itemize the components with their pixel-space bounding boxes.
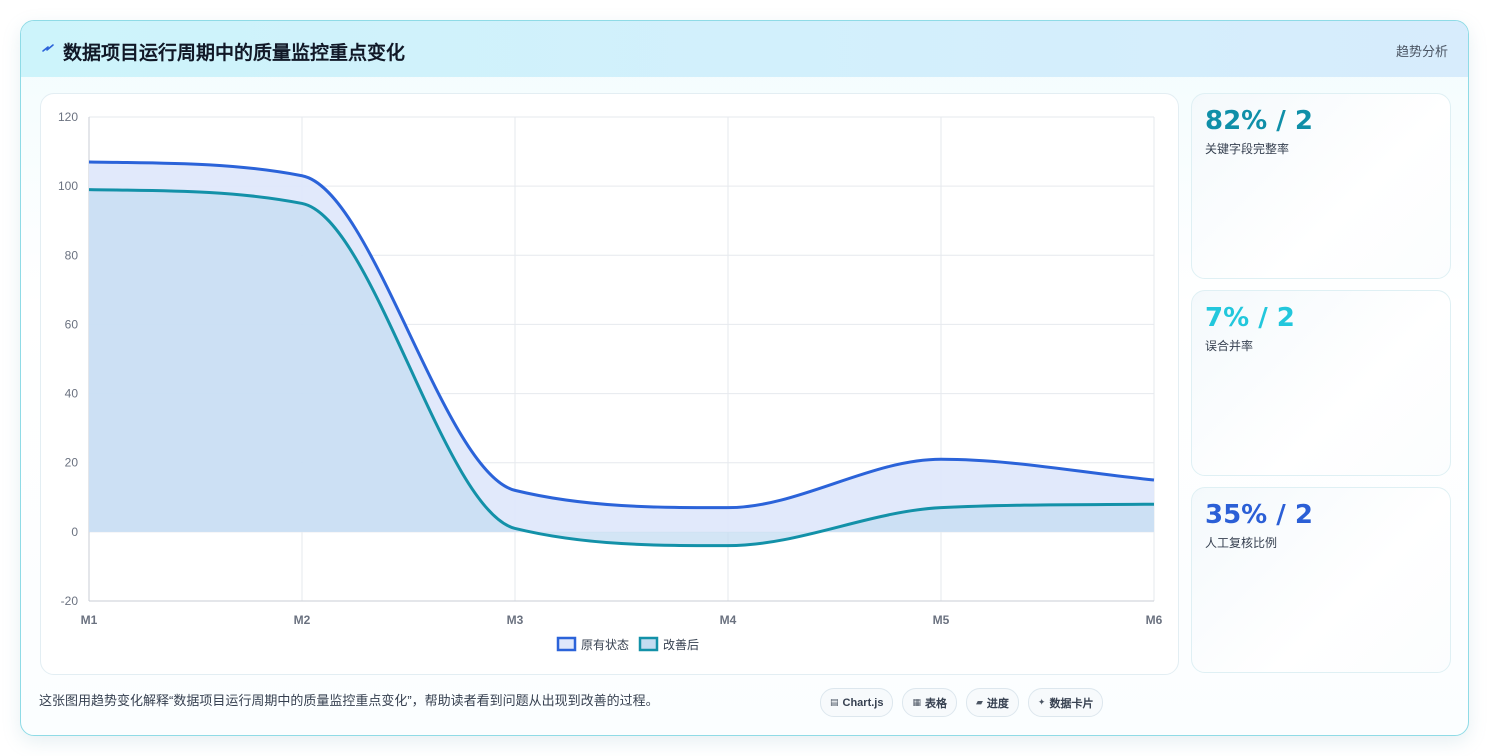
- legend-swatch: [638, 636, 659, 652]
- x-tick-label: M1: [81, 613, 98, 627]
- pill-data-card[interactable]: ✦ 数据卡片: [1027, 688, 1104, 717]
- legend-label: 改善后: [663, 637, 699, 652]
- series-area-2: [89, 189, 1154, 546]
- legend-swatch: [556, 636, 577, 652]
- y-tick-label: 120: [58, 110, 78, 124]
- x-tick-label: M6: [1146, 613, 1163, 627]
- x-tick-label: M2: [294, 613, 311, 627]
- area-chart: -20 0 20 40 60 80 100 120 M1 M2 M3 M4 M5 M6 原有状态 改善后: [58, 110, 1163, 652]
- stat-label: 关键字段完整率: [1205, 142, 1290, 156]
- page-title: 数据项目运行周期中的质量监控重点变化: [63, 43, 406, 64]
- series-line-1: [88, 160, 1155, 510]
- y-tick-label: 80: [65, 248, 79, 262]
- y-tick-label: 20: [65, 456, 79, 470]
- chart-panel: -20 0 20 40 60 80 100 120 M1 M2 M3 M4 M5 M6 原有状态 改善后: [40, 93, 1179, 675]
- y-tick-label: 0: [71, 525, 78, 539]
- pill-chartjs[interactable]: ▤ Chart.js: [820, 688, 894, 717]
- dashboard-card: 数据项目运行周期中的质量监控重点变化 趋势分析 -20 0 20 40 60 80 100 1…: [20, 20, 1469, 736]
- y-tick-label: 60: [65, 317, 79, 331]
- stat-label: 人工复核比例: [1205, 536, 1278, 550]
- sparkle-icon: ✦: [1037, 697, 1046, 707]
- pill-label: 表格: [925, 697, 947, 710]
- stat-value: 35% / 2: [1205, 500, 1313, 530]
- chart-caption: 这张图用趋势变化解释“数据项目运行周期中的质量监控重点变化”，帮助读者看到问题从…: [39, 693, 659, 708]
- x-tick-label: M3: [507, 613, 524, 627]
- pill-label: 数据卡片: [1049, 697, 1094, 710]
- header-tag: 趋势分析: [1395, 44, 1448, 59]
- y-tick-label: 100: [58, 179, 78, 193]
- stat-value: 82% / 2: [1205, 106, 1313, 136]
- pill-progress[interactable]: ▰ 进度: [966, 688, 1019, 717]
- legend-label: 原有状态: [581, 638, 629, 652]
- table-icon: ▦: [912, 697, 921, 707]
- stat-card-completeness: 82% / 2 关键字段完整率: [1191, 93, 1451, 279]
- lightning-icon: [42, 44, 54, 52]
- pill-label: 进度: [986, 697, 1009, 710]
- series-line-2: [88, 188, 1155, 548]
- stat-card-merge-error: 7% / 2 误合并率: [1191, 290, 1451, 476]
- stat-value: 7% / 2: [1205, 303, 1295, 333]
- tag-pills: ▤ Chart.js ▦ 表格 ▰ 进度 ✦ 数据卡片: [820, 688, 1104, 717]
- chart-icon: ▤: [830, 697, 839, 707]
- stat-card-manual-review: 35% / 2 人工复核比例: [1191, 487, 1451, 673]
- y-tick-label: -20: [61, 594, 79, 608]
- stat-label: 误合并率: [1205, 339, 1254, 353]
- pill-table[interactable]: ▦ 表格: [902, 688, 957, 717]
- y-tick-label: 40: [65, 387, 79, 401]
- pill-label: Chart.js: [842, 696, 884, 709]
- x-tick-label: M5: [933, 613, 950, 627]
- progress-icon: ▰: [976, 697, 983, 707]
- x-tick-label: M4: [720, 613, 737, 627]
- card-header: 数据项目运行周期中的质量监控重点变化 趋势分析: [21, 21, 1468, 77]
